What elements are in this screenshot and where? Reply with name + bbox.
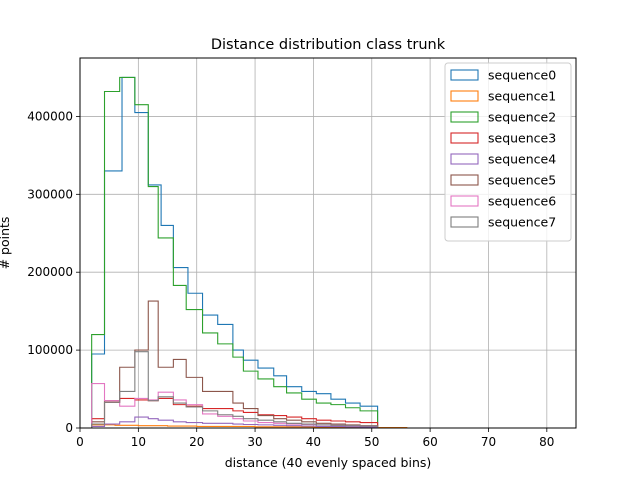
legend-label-sequence4: sequence4: [488, 152, 556, 167]
legend-label-sequence5: sequence5: [488, 173, 556, 188]
legend-swatch-sequence5: [450, 174, 479, 186]
x-axis-ticks: 0 10 20 30 40 50 60 70 80: [76, 428, 554, 449]
legend-swatch-sequence4: [450, 153, 479, 165]
y-tick-label: 200000: [27, 265, 73, 279]
x-tick-label: 0: [76, 435, 84, 449]
x-tick-label: 50: [364, 435, 379, 449]
y-tick-label: 100000: [27, 343, 73, 357]
chart-title: Distance distribution class trunk: [211, 37, 446, 53]
legend-swatch-sequence3: [450, 132, 479, 144]
x-tick-label: 60: [422, 435, 437, 449]
legend-swatch-sequence2: [450, 111, 479, 123]
legend-label-sequence7: sequence7: [488, 215, 556, 230]
legend-label-sequence1: sequence1: [488, 89, 556, 104]
series-sequence0-step-line: [91, 76, 379, 428]
legend-label-sequence3: sequence3: [488, 131, 556, 146]
legend-label-sequence0: sequence0: [488, 68, 556, 83]
y-axis-ticks: 0 100000 200000 300000 400000: [27, 109, 80, 435]
plot-frame: [79, 57, 577, 429]
x-tick-label: 70: [481, 435, 496, 449]
y-tick-label: 0: [65, 421, 73, 435]
series-sequence7-step-line: [91, 351, 379, 428]
x-tick-label: 80: [539, 435, 554, 449]
x-axis-label: distance (40 evenly spaced bins): [225, 455, 432, 470]
legend-swatch-sequence6: [450, 195, 479, 207]
x-tick-label: 10: [131, 435, 146, 449]
series-layer: [91, 76, 408, 429]
series-sequence2-step-line: [91, 76, 379, 428]
y-axis-label: # points: [0, 217, 12, 270]
y-tick-label: 400000: [27, 109, 73, 123]
x-tick-label: 30: [247, 435, 262, 449]
legend-swatch-sequence1: [450, 90, 479, 102]
legend-label-sequence2: sequence2: [488, 110, 556, 125]
series-sequence4-step-line: [91, 416, 379, 428]
legend-label-sequence6: sequence6: [488, 194, 556, 209]
legend-swatch-sequence0: [450, 69, 479, 81]
x-tick-label: 20: [189, 435, 204, 449]
x-tick-label: 40: [306, 435, 321, 449]
legend: sequence0 sequence1 sequence2 sequence3 sequ…: [444, 62, 572, 242]
legend-swatch-sequence7: [450, 216, 479, 228]
y-tick-label: 300000: [27, 187, 73, 201]
